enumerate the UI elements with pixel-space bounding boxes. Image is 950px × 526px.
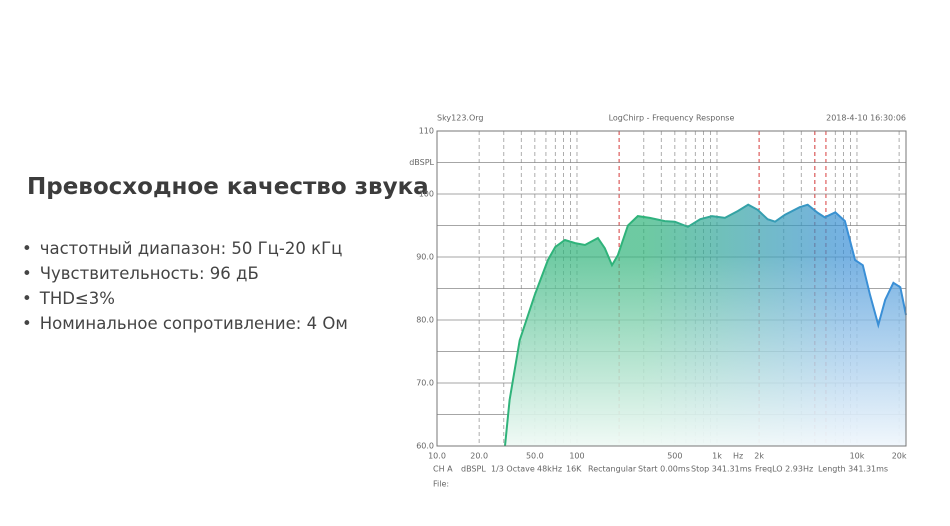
- area-fade: [504, 204, 906, 446]
- header-text: LogChirp - Frequency Response: [609, 114, 735, 123]
- footer-text: Start 0.00ms: [638, 465, 690, 474]
- header-text: Sky123.Org: [437, 114, 484, 123]
- heading: Превосходное качество звука: [27, 174, 429, 200]
- bullet: частотный диапазон: 50 Гц-20 кГц: [22, 236, 348, 261]
- x-tick-label: 50.0: [526, 452, 544, 461]
- bullet-list: частотный диапазон: 50 Гц-20 кГц Чувстви…: [22, 236, 348, 336]
- bullet: THD≤3%: [22, 286, 348, 311]
- footer-text: Stop 341.31ms: [691, 465, 752, 474]
- y-tick-label: 100: [419, 190, 434, 199]
- footer-text: 16K: [566, 465, 582, 474]
- x-tick-label: 2k: [754, 452, 764, 461]
- x-tick-label: 100: [569, 452, 584, 461]
- plot-frame: [436, 130, 907, 447]
- footer-text: dBSPL: [461, 465, 486, 474]
- footer-text: Length 341.31ms: [818, 465, 888, 474]
- bullet: Чувствительность: 96 дБ: [22, 261, 348, 286]
- bullet: Номинальное сопротивление: 4 Ом: [22, 311, 348, 336]
- y-tick-label: 90.0: [416, 253, 434, 262]
- footer-text: Rectangular: [588, 465, 637, 474]
- footer-text: 48kHz: [537, 465, 562, 474]
- y-tick-label: 70.0: [416, 379, 434, 388]
- footer-text: FreqLO 2.93Hz: [755, 465, 813, 474]
- x-tick-label: 20.0: [470, 452, 488, 461]
- y-tick-label: 60.0: [416, 442, 434, 451]
- file-label: File:: [433, 480, 449, 489]
- x-axis-label: Hz: [733, 452, 743, 461]
- header-text: 2018-4-10 16:30:06: [826, 114, 906, 123]
- line: [504, 203, 907, 447]
- x-tick-label: 1k: [712, 452, 722, 461]
- x-tick-label: 20k: [892, 452, 907, 461]
- x-tick-label: 10k: [850, 452, 865, 461]
- footer-text: 1/3 Octave: [491, 465, 535, 474]
- footer-text: CH A: [433, 465, 453, 474]
- y-tick-label: 110: [419, 127, 434, 136]
- y-axis-label: dBSPL: [409, 158, 434, 167]
- y-tick-label: 80.0: [416, 316, 434, 325]
- x-tick-label: 10.0: [428, 452, 446, 461]
- x-tick-label: 500: [667, 452, 682, 461]
